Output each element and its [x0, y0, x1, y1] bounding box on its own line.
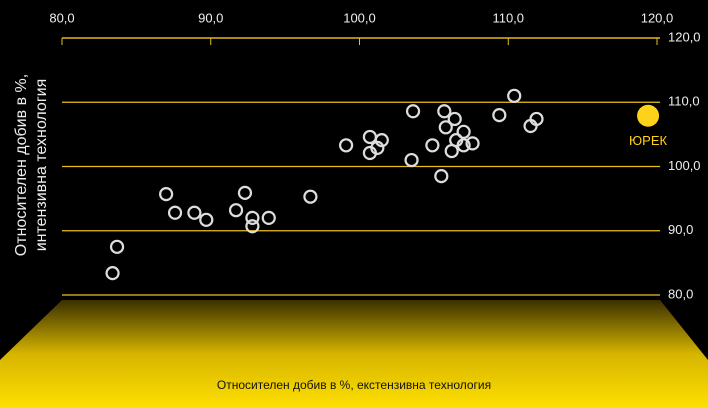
x-tick-label: 80,0 — [49, 10, 74, 25]
y-tick-label: 80,0 — [668, 286, 693, 301]
highlight-point — [637, 104, 660, 127]
point — [438, 120, 453, 135]
point — [507, 88, 522, 103]
point — [405, 104, 421, 119]
highlight-label: ЮРЕК — [629, 133, 667, 148]
y-axis-label: Относителен добив в %, — [13, 74, 30, 256]
point — [456, 124, 471, 139]
point — [237, 185, 253, 200]
point — [465, 136, 480, 151]
y-tick-label: 90,0 — [668, 222, 693, 237]
point — [167, 205, 183, 220]
point — [105, 266, 120, 281]
x-tick-label: 120,0 — [641, 10, 674, 25]
point — [456, 138, 471, 153]
point — [339, 138, 354, 153]
y-axis-label: интензивна технология — [33, 79, 50, 252]
point — [187, 205, 202, 220]
y-tick-label: 120,0 — [668, 29, 701, 44]
point — [447, 111, 462, 127]
point — [245, 219, 260, 234]
point — [434, 169, 449, 184]
y-tick-label: 110,0 — [668, 94, 700, 109]
point — [109, 239, 125, 254]
point — [303, 189, 318, 204]
point — [261, 210, 276, 225]
y-tick-label: 100,0 — [668, 158, 701, 173]
point — [374, 133, 389, 148]
x-tick-label: 100,0 — [343, 10, 376, 25]
point — [370, 140, 385, 155]
point — [437, 104, 452, 119]
x-tick-label: 110,0 — [492, 10, 524, 25]
point — [425, 138, 440, 153]
point — [404, 152, 419, 168]
floor — [0, 300, 708, 408]
point — [159, 187, 174, 202]
point — [228, 203, 244, 218]
point — [199, 212, 214, 227]
point — [245, 210, 260, 225]
x-axis-label: Относителен добив в %, екстензивна техно… — [217, 378, 491, 392]
point — [529, 111, 544, 127]
point — [492, 107, 507, 123]
x-tick-label: 90,0 — [198, 10, 223, 25]
